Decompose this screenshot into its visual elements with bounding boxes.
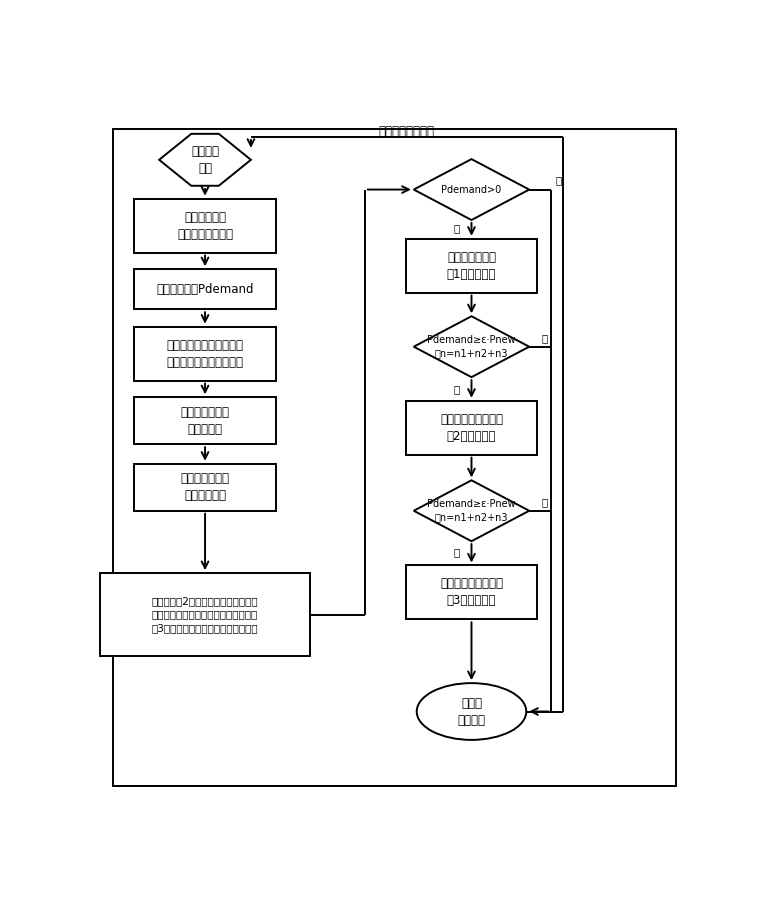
- Text: 本时间
间隔结束: 本时间 间隔结束: [458, 697, 485, 726]
- Text: 是: 是: [541, 333, 548, 343]
- FancyBboxPatch shape: [406, 401, 536, 455]
- FancyBboxPatch shape: [134, 326, 276, 380]
- FancyBboxPatch shape: [100, 573, 310, 656]
- FancyBboxPatch shape: [406, 565, 536, 619]
- Text: 是: 是: [541, 497, 548, 507]
- Text: 获得新能源的
发电量和负荷系数: 获得新能源的 发电量和负荷系数: [177, 210, 233, 241]
- Ellipse shape: [416, 683, 526, 740]
- Text: 是: 是: [454, 223, 460, 234]
- FancyBboxPatch shape: [134, 269, 276, 309]
- Text: 对优先级为2的电热水器根据剩余时间
比和温度差额的乘积进行排序，优先级
为3的电热水器根据温度差额进行排序: 对优先级为2的电热水器根据剩余时间 比和温度差额的乘积进行排序，优先级 为3的电…: [152, 596, 258, 633]
- Text: 根据顺序开启优先级
为2的电热水器: 根据顺序开启优先级 为2的电热水器: [440, 413, 503, 442]
- FancyBboxPatch shape: [134, 464, 276, 511]
- Text: 否: 否: [454, 384, 460, 394]
- Text: 获得热水器的当前温度、
预约用水时间、预约温度: 获得热水器的当前温度、 预约用水时间、预约温度: [167, 339, 244, 369]
- Polygon shape: [414, 159, 529, 220]
- Polygon shape: [414, 480, 529, 541]
- Text: 对电热水器进行
优先级的分类: 对电热水器进行 优先级的分类: [180, 472, 229, 503]
- Polygon shape: [159, 134, 251, 186]
- Text: 时间间隔
开始: 时间间隔 开始: [191, 145, 219, 174]
- Text: 计算差额功率Pdemand: 计算差额功率Pdemand: [157, 283, 254, 296]
- FancyBboxPatch shape: [134, 397, 276, 444]
- Text: 进入下一时间间隔: 进入下一时间间隔: [378, 125, 435, 138]
- Text: 计算剩余时间比
和温度差额: 计算剩余时间比 和温度差额: [180, 405, 229, 436]
- Text: 否: 否: [454, 547, 460, 557]
- FancyBboxPatch shape: [134, 199, 276, 253]
- Text: Pdemand>0: Pdemand>0: [442, 184, 502, 194]
- FancyBboxPatch shape: [406, 239, 536, 293]
- Text: 否: 否: [555, 175, 562, 185]
- Text: Pdemand≥ε·Pnew
或n=n1+n2+n3: Pdemand≥ε·Pnew 或n=n1+n2+n3: [427, 499, 516, 522]
- Text: Pdemand≥ε·Pnew
或n=n1+n2+n3: Pdemand≥ε·Pnew 或n=n1+n2+n3: [427, 335, 516, 359]
- Text: 根据顺序开启优先级
为3的电热水器: 根据顺序开启优先级 为3的电热水器: [440, 577, 503, 608]
- Polygon shape: [414, 316, 529, 378]
- Text: 开启所有优先级
为1的电热水器: 开启所有优先级 为1的电热水器: [447, 251, 497, 280]
